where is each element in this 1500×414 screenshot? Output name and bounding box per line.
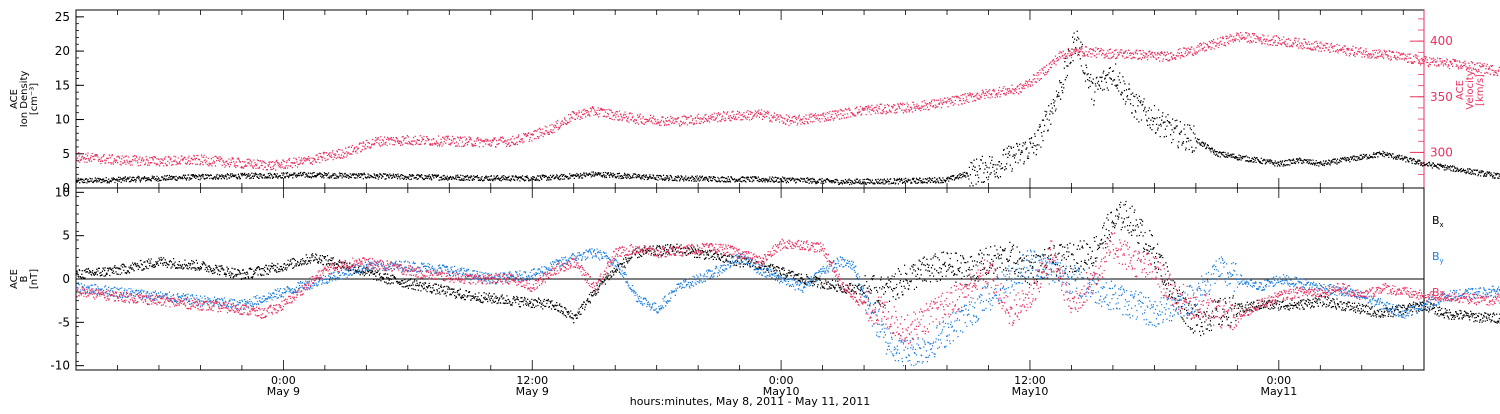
b-axis-tick-label: -5 <box>58 315 70 329</box>
legend-bx: Bx <box>1432 214 1444 229</box>
legend-bz-subscript: z <box>1440 293 1444 301</box>
x-tick-label-date: May11 <box>1260 385 1297 398</box>
x-tick-label-date: May10 <box>763 385 800 398</box>
legend-by-subscript: y <box>1440 257 1444 265</box>
x-tick-label-time: 0:00 <box>769 374 794 387</box>
b-axis-tick-label: -10 <box>50 359 70 373</box>
velocity-axis-label-line: Velocity <box>1465 70 1476 109</box>
density-axis-tick-label: 10 <box>55 113 70 127</box>
velocity-axis-tick-label: 300 <box>1430 145 1453 159</box>
density-axis-label-line: Ion Density <box>19 71 30 128</box>
velocity-axis-tick-label: 400 <box>1430 34 1453 48</box>
b-axis-label-line: [nT] <box>29 269 40 289</box>
x-tick-label-time: 12:00 <box>516 374 548 387</box>
velocity-axis-label-line: [km/s] <box>1475 74 1486 106</box>
x-axis-label: hours:minutes, May 8, 2011 - May 11, 201… <box>630 395 871 408</box>
velocity-points <box>76 31 1500 171</box>
velocity-axis-label: ACEVelocity[km/s] <box>1455 70 1486 109</box>
density-axis-tick-label: 20 <box>55 44 70 58</box>
density-axis-label-line: ACE <box>9 89 20 109</box>
bx-points <box>76 200 1500 337</box>
velocity-axis-tick-label: 350 <box>1430 90 1453 104</box>
by-points <box>76 248 1500 367</box>
x-tick-label-date: May 9 <box>267 385 300 398</box>
b-axis-tick-label: 5 <box>62 229 70 243</box>
density-axis-tick-label: 15 <box>55 78 70 92</box>
density-points <box>76 30 1500 187</box>
b-axis-tick-label: 10 <box>55 185 70 199</box>
density-axis-tick-label: 25 <box>55 10 70 24</box>
density-axis-label: ACEIon Density[cm⁻³] <box>9 71 40 128</box>
x-tick-label-time: 0:00 <box>1266 374 1291 387</box>
b-axis-label-line: ACE <box>9 269 20 289</box>
b-axis-label: ACEB[nT] <box>9 269 40 289</box>
x-tick-label-time: 0:00 <box>271 374 296 387</box>
density-axis-tick-label: 5 <box>62 147 70 161</box>
legend-bz: Bz <box>1432 286 1444 301</box>
density-axis-tick-label: 0 <box>62 181 70 195</box>
x-tick-label-time: 12:00 <box>1014 374 1046 387</box>
velocity-axis-label-line: ACE <box>1455 80 1466 100</box>
x-tick-label-date: May 9 <box>516 385 549 398</box>
b-axis-tick-label: 0 <box>62 272 70 286</box>
legend-by: By <box>1432 250 1444 265</box>
legend-bx-subscript: x <box>1440 221 1444 229</box>
density-axis-label-line: [cm⁻³] <box>29 83 40 115</box>
b-axis-label-line: B <box>19 275 30 282</box>
top-panel-frame <box>75 9 1425 189</box>
bz-points <box>76 232 1500 345</box>
x-tick-label-date: May10 <box>1012 385 1049 398</box>
